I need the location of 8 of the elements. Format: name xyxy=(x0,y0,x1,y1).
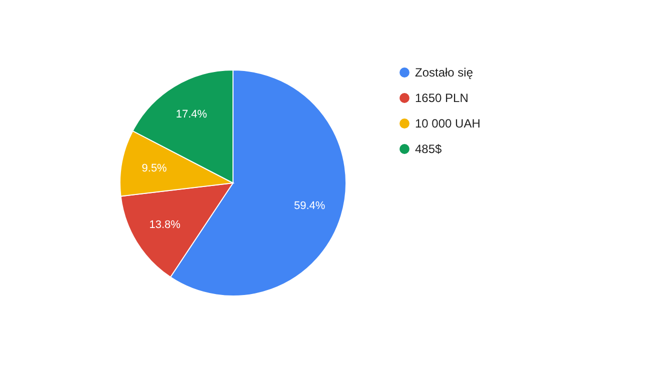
data-label: 9.5% xyxy=(142,162,168,175)
legend-label: 1650 PLN xyxy=(415,91,468,105)
legend-label: Zostało się xyxy=(415,66,474,80)
data-label: 13.8% xyxy=(149,218,181,231)
data-label: 17.4% xyxy=(176,108,208,121)
data-label: 59.4% xyxy=(294,200,326,212)
legend-label: 485$ xyxy=(415,142,442,156)
legend-label: 10 000 UAH xyxy=(415,116,480,130)
